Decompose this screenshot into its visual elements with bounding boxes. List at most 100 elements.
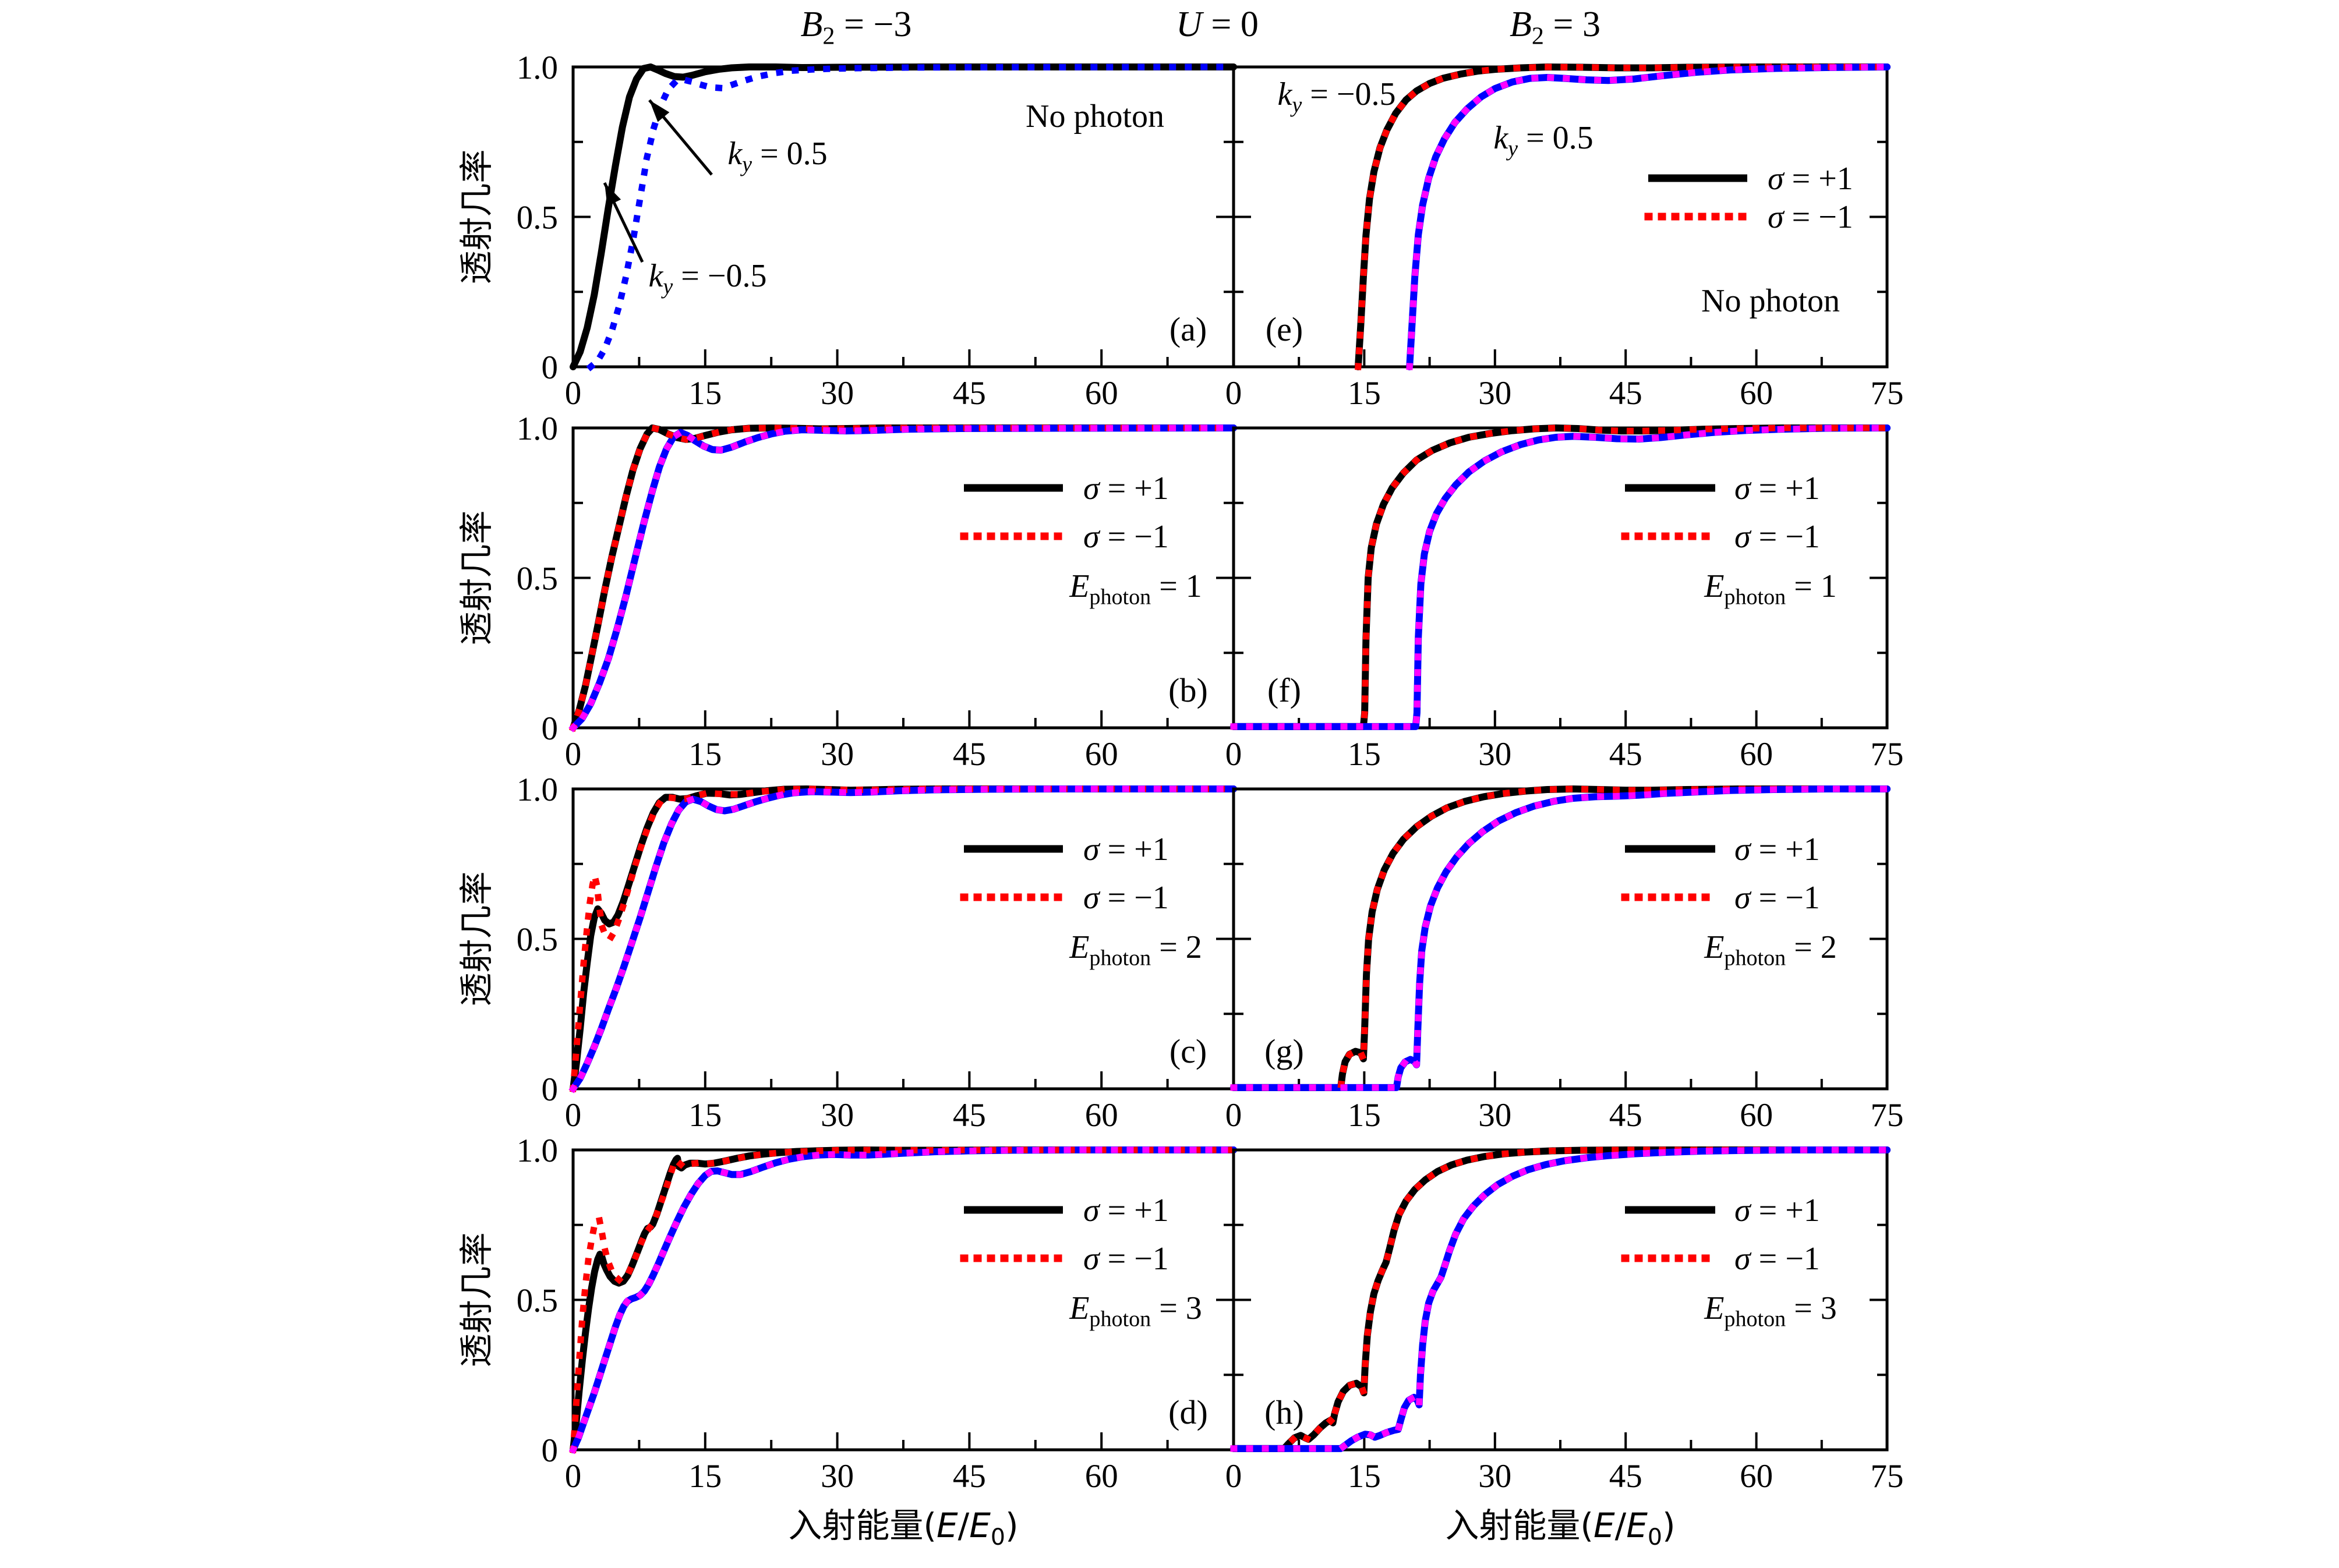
x-tick-label: 75 <box>1871 1458 1904 1495</box>
panel-h-letter: (h) <box>1264 1393 1304 1431</box>
x-tick-label: 0 <box>565 375 582 412</box>
panel-e-legend-label-sigma-minus1: σ = −1 <box>1768 199 1853 235</box>
panel-g-legend-label-sigma-plus1: σ = +1 <box>1734 831 1820 868</box>
x-tick-label: 60 <box>1085 1458 1118 1495</box>
x-tick-label: 15 <box>1348 736 1381 773</box>
y-tick-label: 0.5 <box>517 922 558 958</box>
panel-f-annotation-0: Ephoton = 1 <box>1704 568 1837 609</box>
y-tick-label: 0 <box>542 1071 559 1108</box>
header-b2-neg3: B2 = −3 <box>801 5 912 50</box>
panel-c-curve-sigma-1-ky--0.5 <box>570 785 1237 1092</box>
x-tick-label: 45 <box>953 375 986 412</box>
x-tick-label: 60 <box>1085 736 1118 773</box>
panel-d-curve-sigma-1-ky--0.5 <box>570 1146 1237 1453</box>
header-b2-pos3: B2 = 3 <box>1510 5 1600 50</box>
panel-a-letter: (a) <box>1170 310 1207 348</box>
panel-e-letter: (e) <box>1266 310 1303 348</box>
y-tick-label: 0 <box>542 349 559 386</box>
panel-f-curve-sigma+1-ky-0.5 <box>1230 424 1891 730</box>
x-tick-label: 30 <box>1478 1458 1511 1495</box>
panel-g-curve-sigma-1-ky-0.5 <box>1230 785 1891 1091</box>
y-axis-title-row0: 透射几率 <box>457 149 496 284</box>
panel-b-letter: (b) <box>1168 671 1208 709</box>
panel-a-arrow-0-head <box>649 100 670 122</box>
panel-a-annotation-2: ky = −0.5 <box>649 258 767 299</box>
panel-h-curve-sigma+1-ky--0.5 <box>1230 1146 1891 1452</box>
panel-h-annotation-0: Ephoton = 3 <box>1704 1290 1837 1331</box>
header-u0: U = 0 <box>1176 5 1259 44</box>
panel-d-curve-sigma-1-ky-0.5 <box>568 1146 1237 1454</box>
x-tick-label: 60 <box>1085 1097 1118 1134</box>
panel-e-annotation-2: No photon <box>1701 283 1840 319</box>
x-tick-label: 30 <box>1478 736 1511 773</box>
panel-d-letter: (d) <box>1168 1393 1208 1431</box>
y-axis-title-row2: 透射几率 <box>457 871 496 1006</box>
x-tick-label: 75 <box>1871 1097 1904 1134</box>
x-tick-label: 45 <box>1609 375 1642 412</box>
x-tick-label: 30 <box>821 1458 854 1495</box>
panel-c-annotation-0: Ephoton = 2 <box>1069 929 1202 970</box>
y-tick-label: 1.0 <box>517 49 558 86</box>
panel-d-legend-label-sigma-minus1: σ = −1 <box>1083 1241 1169 1277</box>
panel-h-curve-sigma-1-ky-0.5 <box>1230 1146 1891 1452</box>
x-tick-label: 45 <box>1609 736 1642 773</box>
x-tick-label: 0 <box>1225 1097 1242 1134</box>
y-tick-label: 0 <box>542 710 559 747</box>
panel-a-curve-ky--0.5-no-photon <box>570 63 1237 370</box>
panel-e-curve-sigma+1-ky-0.5 <box>1406 63 1891 370</box>
panel-b-annotation-0: Ephoton = 1 <box>1069 568 1202 609</box>
y-tick-label: 0 <box>542 1432 559 1469</box>
x-tick-label: 15 <box>1348 1097 1381 1134</box>
x-tick-label: 60 <box>1085 375 1118 412</box>
x-tick-label: 60 <box>1740 736 1773 773</box>
x-tick-label: 45 <box>1609 1458 1642 1495</box>
panel-d-legend-label-sigma-plus1: σ = +1 <box>1083 1192 1169 1229</box>
x-tick-label: 60 <box>1740 1097 1773 1134</box>
x-tick-label: 0 <box>1225 736 1242 773</box>
x-tick-label: 15 <box>688 375 722 412</box>
panel-g-annotation-0: Ephoton = 2 <box>1704 929 1837 970</box>
x-tick-label: 15 <box>1348 1458 1381 1495</box>
panel-g-curve-sigma-1-ky--0.5 <box>1230 785 1891 1091</box>
panel-g-legend-label-sigma-minus1: σ = −1 <box>1734 880 1820 916</box>
y-tick-label: 0.5 <box>517 1283 558 1319</box>
panel-g-letter: (g) <box>1264 1032 1304 1070</box>
y-axis-title-row3: 透射几率 <box>457 1232 496 1367</box>
panel-e-curve-sigma-1-ky--0.5 <box>1355 63 1891 370</box>
x-tick-label: 0 <box>565 1458 582 1495</box>
x-tick-label: 45 <box>1609 1097 1642 1134</box>
x-tick-label: 0 <box>565 1097 582 1134</box>
y-tick-label: 0.5 <box>517 561 558 597</box>
x-tick-label: 30 <box>821 736 854 773</box>
y-tick-label: 1.0 <box>517 771 558 808</box>
x-tick-label: 45 <box>953 736 986 773</box>
x-tick-label: 75 <box>1871 375 1904 412</box>
panel-a-curve-ky-0.5-no-photon <box>586 63 1237 371</box>
panel-f-legend-label-sigma-minus1: σ = −1 <box>1734 519 1820 555</box>
panel-a-annotation-0: No photon <box>1026 98 1164 134</box>
panel-a-annotation-1: ky = 0.5 <box>727 136 827 176</box>
y-tick-label: 1.0 <box>517 410 558 447</box>
panel-f-curve-sigma-1-ky--0.5 <box>1230 424 1891 730</box>
x-tick-label: 45 <box>953 1458 986 1495</box>
panel-h-legend-label-sigma-minus1: σ = −1 <box>1734 1241 1820 1277</box>
x-tick-label: 0 <box>565 736 582 773</box>
panel-a-arrow-1-head <box>605 183 621 206</box>
panel-b-curve-sigma-1-ky--0.5 <box>569 424 1237 732</box>
panel-b-legend-label-sigma-minus1: σ = −1 <box>1083 519 1169 555</box>
y-tick-label: 1.0 <box>517 1132 558 1169</box>
x-tick-label: 0 <box>1225 375 1242 412</box>
panel-f-letter: (f) <box>1267 671 1301 709</box>
x-tick-label: 15 <box>688 736 722 773</box>
panel-c-curve-sigma-1-ky-0.5 <box>568 785 1237 1093</box>
panel-d-annotation-0: Ephoton = 3 <box>1069 1290 1202 1331</box>
x-tick-label: 15 <box>688 1458 722 1495</box>
panel-b-curve-sigma-1-ky-0.5 <box>568 424 1237 732</box>
panel-c-legend-label-sigma-plus1: σ = +1 <box>1083 831 1169 868</box>
x-axis-title-0: 入射能量(E/E0) <box>788 1506 1018 1551</box>
x-tick-label: 45 <box>953 1097 986 1134</box>
y-axis-title-row1: 透射几率 <box>457 510 496 645</box>
